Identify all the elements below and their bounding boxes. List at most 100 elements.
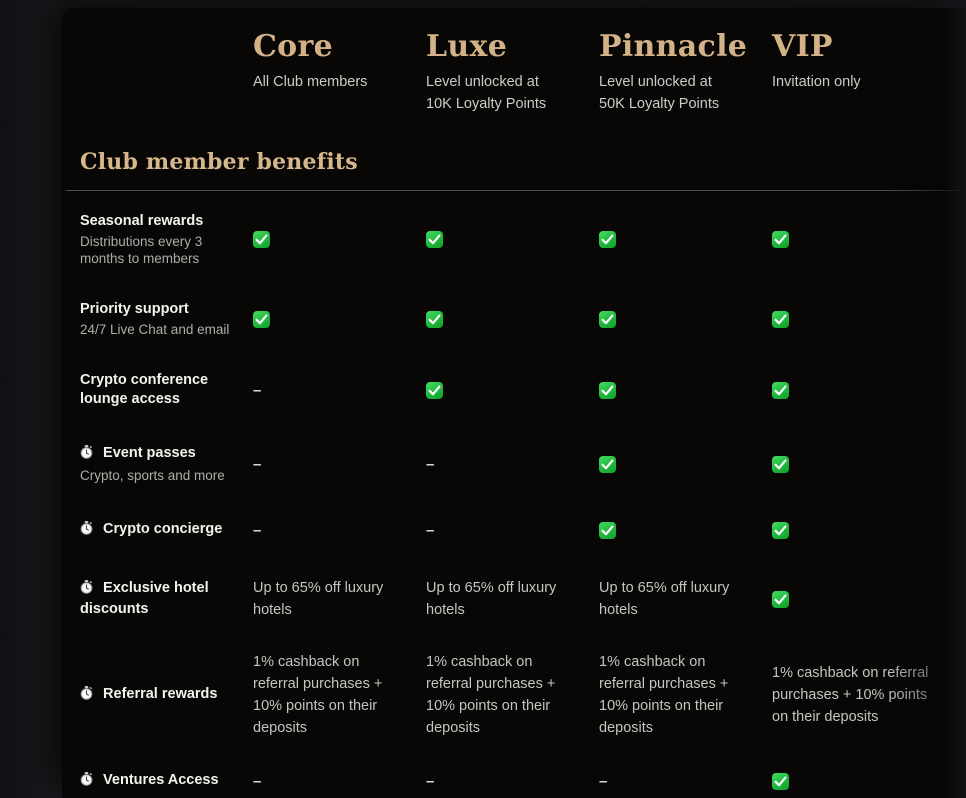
- benefit-value: 1% cashback on referral purchases + 10% …: [772, 665, 929, 725]
- check-icon: [772, 773, 789, 790]
- benefit-sublabel: Crypto, sports and more: [80, 468, 225, 483]
- benefits-table: Seasonal rewards Distributions every 3 m…: [80, 212, 966, 792]
- tier-column-header: Pinnacle Level unlocked at 50K Loyalty P…: [599, 30, 772, 115]
- benefit-cell: [599, 455, 772, 473]
- benefit-sublabel: Distributions every 3 months to members: [80, 234, 203, 266]
- benefit-cell: [599, 310, 772, 328]
- check-icon: [253, 231, 270, 248]
- benefit-value: 1% cashback on referral purchases + 10% …: [426, 654, 556, 736]
- benefit-value: 1% cashback on referral purchases + 10% …: [599, 654, 729, 736]
- benefit-value: Up to 65% off luxury hotels: [426, 580, 557, 618]
- benefit-label-cell: Event passes Crypto, sports and more: [80, 444, 253, 484]
- benefit-cell: 1% cashback on referral purchases + 10% …: [253, 651, 426, 739]
- benefit-label: Crypto conference lounge access: [80, 371, 235, 409]
- benefit-cell: [599, 231, 772, 248]
- tier-name: Core: [253, 29, 333, 64]
- check-icon: [599, 381, 616, 399]
- dash-glyph: –: [253, 455, 262, 473]
- benefit-label: Ventures Access: [80, 771, 235, 792]
- stopwatch-icon: [80, 580, 93, 600]
- benefit-label-text: Priority support: [80, 301, 189, 317]
- benefit-cell: –: [253, 522, 426, 539]
- benefit-cell: –: [253, 382, 426, 399]
- tier-header-spacer: [80, 30, 253, 115]
- benefit-cell: [426, 231, 599, 248]
- benefit-row: Exclusive hotel discounts Up to 65% off …: [80, 577, 966, 621]
- benefits-panel: Core All Club members Luxe Level unlocke…: [62, 8, 966, 798]
- dash-glyph: –: [599, 773, 608, 790]
- benefit-label: Exclusive hotel discounts: [80, 579, 235, 619]
- benefit-label-text: Crypto concierge: [103, 521, 223, 537]
- tier-column-header: Core All Club members: [253, 30, 426, 115]
- benefit-cell: Up to 65% off luxury hotels: [253, 577, 426, 621]
- check-icon: [599, 310, 616, 328]
- benefit-row: Ventures Access – – –: [80, 771, 966, 792]
- benefit-cell: [772, 310, 966, 328]
- check-icon: [772, 310, 789, 328]
- section-title: Club member benefits: [80, 149, 358, 175]
- benefit-value: 1% cashback on referral purchases + 10% …: [253, 654, 383, 736]
- benefit-label-text: Ventures Access: [103, 772, 219, 788]
- tier-column-header: VIP Invitation only: [772, 30, 966, 115]
- benefit-cell: [426, 381, 599, 399]
- benefit-cell: –: [599, 773, 772, 790]
- benefit-label-text: Event passes: [103, 445, 196, 461]
- check-icon: [772, 231, 789, 248]
- check-icon: [772, 455, 789, 473]
- check-icon: [426, 381, 443, 399]
- dash-glyph: –: [426, 522, 435, 539]
- benefit-label-text: Seasonal rewards: [80, 213, 204, 229]
- stopwatch-icon: [80, 685, 93, 706]
- check-icon: [253, 310, 270, 328]
- dash-glyph: –: [426, 455, 435, 473]
- tier-header-row: Core All Club members Luxe Level unlocke…: [80, 30, 966, 115]
- dash-glyph: –: [253, 773, 262, 790]
- benefit-row: Priority support 24/7 Live Chat and emai…: [80, 300, 966, 338]
- benefit-cell: [253, 310, 426, 328]
- check-icon: [772, 590, 789, 608]
- stopwatch-icon: [80, 521, 93, 541]
- benefit-cell: –: [253, 773, 426, 790]
- benefit-label-cell: Referral rewards: [80, 685, 253, 706]
- check-icon: [426, 231, 443, 248]
- tier-subtitle: Level unlocked at 50K Loyalty Points: [599, 74, 720, 112]
- benefit-sublabel: 24/7 Live Chat and email: [80, 322, 230, 337]
- check-icon: [599, 231, 616, 248]
- benefit-row: Event passes Crypto, sports and more – –: [80, 444, 966, 484]
- tier-subtitle: Level unlocked at 10K Loyalty Points: [426, 74, 547, 112]
- benefit-label-cell: Ventures Access: [80, 771, 253, 792]
- tier-name: Luxe: [426, 29, 508, 64]
- benefit-label: Referral rewards: [80, 685, 235, 706]
- tier-name: VIP: [772, 29, 833, 64]
- benefit-label-cell: Seasonal rewards Distributions every 3 m…: [80, 212, 253, 267]
- benefit-cell: [426, 310, 599, 328]
- benefit-label: Event passes: [80, 444, 235, 465]
- benefit-cell: [772, 455, 966, 473]
- dash-glyph: –: [253, 381, 262, 399]
- tier-subtitle: All Club members: [253, 74, 368, 90]
- benefit-cell: 1% cashback on referral purchases + 10% …: [426, 651, 599, 739]
- benefit-label-text: Referral rewards: [103, 685, 218, 702]
- tier-column-header: Luxe Level unlocked at 10K Loyalty Point…: [426, 30, 599, 115]
- dash-glyph: –: [426, 773, 435, 790]
- benefit-cell: –: [253, 456, 426, 473]
- benefit-label: Seasonal rewards: [80, 212, 235, 231]
- benefit-cell: [599, 522, 772, 539]
- benefit-row: Crypto conference lounge access –: [80, 371, 966, 409]
- benefit-cell: 1% cashback on referral purchases + 10% …: [599, 651, 772, 739]
- benefit-cell: –: [426, 773, 599, 790]
- benefit-label: Crypto concierge: [80, 520, 235, 541]
- benefit-cell: Up to 65% off luxury hotels: [426, 577, 599, 621]
- benefit-cell: [772, 773, 966, 790]
- benefit-cell: [772, 590, 966, 608]
- benefit-label-cell: Priority support 24/7 Live Chat and emai…: [80, 300, 253, 338]
- benefit-label-cell: Exclusive hotel discounts: [80, 579, 253, 619]
- section-divider: [66, 190, 966, 191]
- benefit-cell: [772, 381, 966, 399]
- stopwatch-icon: [80, 445, 93, 465]
- benefit-label-cell: Crypto concierge: [80, 520, 253, 541]
- check-icon: [599, 455, 616, 473]
- check-icon: [772, 522, 789, 539]
- benefit-cell: [253, 231, 426, 248]
